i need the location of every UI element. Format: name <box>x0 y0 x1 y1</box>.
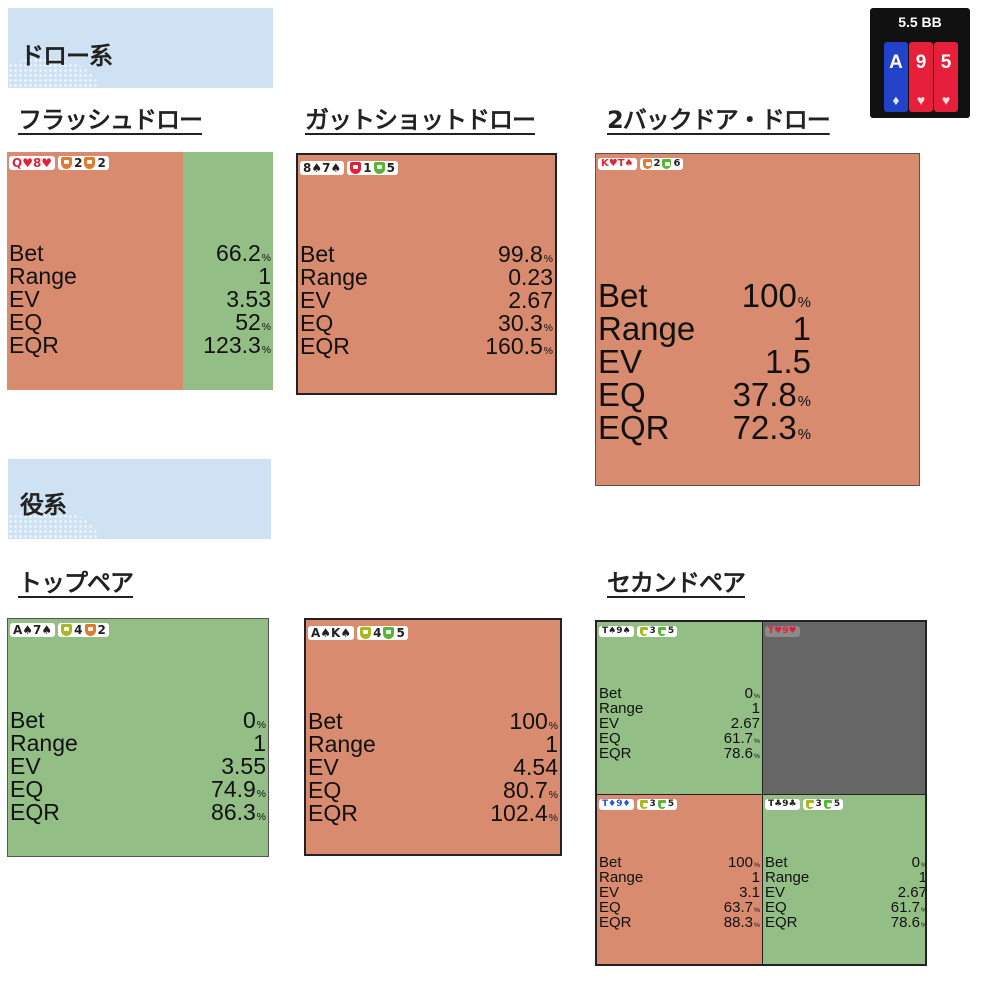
title-top-pair: トップペア <box>18 569 134 597</box>
hand-panel-top-pair-1[interactable]: A♠7♠ 4 2 Bet 0% Range 1 EV 3.55 EQ 74.9% EQR… <box>7 618 269 857</box>
shield-icon <box>639 800 648 809</box>
shield-icon <box>662 159 672 169</box>
hand-combo: A♠K♠ <box>311 626 352 640</box>
hand-stats: Bet 100% Range 1 EV 3.1 EQ 63.7% EQR 88.3% <box>599 854 760 931</box>
combo-cell-spades[interactable]: T♠9♠ 3 5 Bet 0% Range 1 EV 2.67 EQ 61.7% EQR… <box>597 622 762 794</box>
stat-row-range: Range 0.23 <box>300 264 553 290</box>
stat-row-range: Range 1 <box>308 731 558 757</box>
hero-card-3: 5 ♥ <box>934 42 958 112</box>
stat-row-bet: Bet 100% <box>308 708 558 734</box>
shield-icon <box>84 624 96 636</box>
shield-icon <box>360 627 372 639</box>
stat-row-range: Range 1 <box>9 263 271 289</box>
hand-panel-flush[interactable]: Q♥8♥ 2 2 Bet 66.2% Range 1 EV 3.53 EQ 52% EQ… <box>7 152 273 390</box>
stat-row-ev: EV 3.53 <box>9 286 271 312</box>
hand-stats: Bet 0% Range 1 EV 3.55 EQ 74.9% EQR 86.3% <box>10 709 266 824</box>
stat-row-bet: Bet 100% <box>598 277 811 314</box>
hand-panel-backdoor[interactable]: K♥T♠ 2 6 Bet 100% Range 1 EV 1.5 EQ 37.8% EQ… <box>595 153 920 486</box>
diamond-icon: ♦ <box>892 92 900 108</box>
title-flush-draw: フラッシュドロー <box>18 106 203 134</box>
stat-row-ev: EV 2.67 <box>300 287 553 313</box>
combo-cell-clubs[interactable]: T♣9♣ 3 5 Bet 0% Range 1 EV 2.67 EQ 61.7% EQR… <box>763 795 927 964</box>
hand-combo: A♠7♠ <box>13 623 53 637</box>
hand-combo: T♦9♦ <box>602 799 631 809</box>
hand-stats: Bet 100% Range 1 EV 4.54 EQ 80.7% EQR 102.4% <box>308 710 558 825</box>
shield-icon <box>823 800 832 809</box>
hand-combo: T♠9♠ <box>602 626 631 636</box>
shield-icon <box>383 627 395 639</box>
section-banner-draw: ドロー系 <box>8 8 273 88</box>
section-title-draw: ドロー系 <box>20 42 113 70</box>
combo-cell-diamonds[interactable]: T♦9♦ 3 5 Bet 100% Range 1 EV 3.1 EQ 63.7% EQ… <box>597 795 762 964</box>
hand-combo: K♥T♠ <box>601 158 634 169</box>
shield-icon <box>61 624 73 636</box>
stat-row-bet: Bet 0% <box>10 707 266 733</box>
stat-row-ev: EV 3.55 <box>10 753 266 779</box>
stat-row-eq: EQ 37.8% <box>598 376 811 413</box>
shield-icon <box>657 627 666 636</box>
stat-row-eqr: EQR 86.3% <box>10 799 266 825</box>
shield-icon <box>805 800 814 809</box>
hand-panel-gutshot[interactable]: 8♠7♠ 1 5 Bet 99.8% Range 0.23 EV 2.67 EQ 30.… <box>296 153 557 395</box>
hero-card-2: 9 ♥ <box>909 42 933 112</box>
hand-combo: T♥9♥ <box>768 626 797 636</box>
hero-card-1: A ♦ <box>884 42 908 112</box>
shield-icon <box>657 800 666 809</box>
title-backdoor: 2バックドア・ドロー <box>607 106 831 134</box>
shield-icon <box>61 157 73 169</box>
shield-icon <box>350 162 362 174</box>
combo-cell-hearts-blocked[interactable]: T♥9♥ <box>763 622 925 794</box>
stat-row-bet: Bet 99.8% <box>300 241 553 267</box>
stat-row-ev: EV 1.5 <box>598 343 811 380</box>
stat-row-eqr: EQR 72.3% <box>598 409 811 446</box>
stat-row-eqr: EQR 123.3% <box>9 332 271 358</box>
shield-icon <box>84 157 96 169</box>
stat-row-eq: EQ 74.9% <box>10 776 266 802</box>
stat-row-eqr: EQR 102.4% <box>308 800 558 826</box>
stat-row-eq: EQ 52% <box>9 309 271 335</box>
stat-row-eqr: EQR 160.5% <box>300 333 553 359</box>
section-title-made: 役系 <box>20 491 67 519</box>
stat-row-range: Range 1 <box>598 310 811 347</box>
hand-combo: Q♥8♥ <box>12 156 53 170</box>
check-frequency-bar <box>183 152 273 390</box>
hand-stats: Bet 0% Range 1 EV 2.67 EQ 61.7% EQR 78.6% <box>765 854 927 931</box>
hand-stats: Bet 99.8% Range 0.23 EV 2.67 EQ 30.3% EQR 160… <box>300 243 553 358</box>
hand-panel-top-pair-2[interactable]: A♠K♠ 4 5 Bet 100% Range 1 EV 4.54 EQ 80.7% E… <box>304 618 562 856</box>
stat-row-ev: EV 4.54 <box>308 754 558 780</box>
heart-icon: ♥ <box>916 92 926 108</box>
hand-stats: Bet 66.2% Range 1 EV 3.53 EQ 52% EQR 123.3% <box>9 242 271 357</box>
stat-row-bet: Bet 66.2% <box>9 240 271 266</box>
stat-row-range: Range 1 <box>10 730 266 756</box>
shield-icon <box>373 162 385 174</box>
hero-hand-box: 5.5 BB A ♦ 9 ♥ 5 ♥ <box>870 8 970 118</box>
section-banner-made: 役系 <box>8 459 271 539</box>
hand-panel-second-pair: T♠9♠ 3 5 Bet 0% Range 1 EV 2.67 EQ 61.7% EQR… <box>595 620 927 966</box>
stat-row-eq: EQ 80.7% <box>308 777 558 803</box>
shield-icon <box>642 159 652 169</box>
shield-icon <box>639 627 648 636</box>
hand-combo: T♣9♣ <box>768 799 797 809</box>
stack-size-label: 5.5 BB <box>898 14 942 30</box>
heart-icon: ♥ <box>941 92 951 108</box>
stat-row-eq: EQ 30.3% <box>300 310 553 336</box>
hand-stats: Bet 0% Range 1 EV 2.67 EQ 61.7% EQR 78.6% <box>599 685 760 762</box>
title-gutshot: ガットショットドロー <box>305 106 536 134</box>
hand-stats: Bet 100% Range 1 EV 1.5 EQ 37.8% EQR 72.3% <box>598 279 811 444</box>
hand-combo: 8♠7♠ <box>303 161 342 175</box>
title-second-pair: セカンドペア <box>607 569 746 597</box>
